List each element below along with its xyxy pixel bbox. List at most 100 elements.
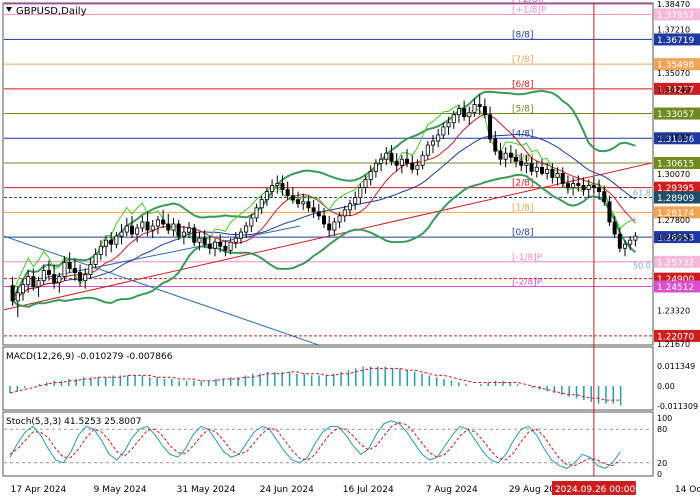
- candle-body: [83, 274, 88, 282]
- time-marker-label: 2024.09.26 00:00: [555, 485, 636, 495]
- fib-level-label: 50.0: [633, 262, 651, 271]
- price-tick-label: 1.23320: [657, 307, 690, 316]
- macd-panel-frame: [2, 346, 654, 411]
- candle-body: [197, 237, 202, 243]
- candle-body: [332, 221, 337, 231]
- price-tick-label: 1.26963: [657, 233, 690, 242]
- murrey-level-label: [7/8]: [512, 55, 534, 65]
- macd-plot[interactable]: 0.011349 0.00 -0.011309: [9, 362, 698, 411]
- candle-body: [166, 223, 171, 231]
- price-label-bg: [654, 132, 700, 145]
- murrey-level-label: [1/8]: [512, 203, 534, 213]
- candle-body: [181, 231, 186, 237]
- candle-body: [93, 253, 98, 265]
- candle-body: [129, 225, 134, 235]
- candle-body: [171, 223, 176, 231]
- macd-signal-line: [9, 367, 621, 401]
- candle-body: [456, 108, 461, 116]
- candle-body: [529, 162, 534, 172]
- candle-body: [233, 237, 238, 243]
- price-label-bg: [654, 33, 700, 46]
- price-label: 1.28174: [657, 209, 694, 219]
- candle-body: [353, 197, 358, 205]
- candle-body: [306, 201, 311, 209]
- candle-body: [586, 185, 591, 190]
- candle-body: [545, 168, 550, 174]
- candle-body: [223, 245, 228, 251]
- time-axis: 17 Apr 2024 9 May 2024 31 May 2024 24 Jun 2…: [11, 481, 700, 495]
- chevron-down-icon[interactable]: [6, 7, 12, 12]
- price-label-bg: [654, 231, 700, 244]
- candle-body: [218, 241, 223, 247]
- price-tick-label: 1.27800: [657, 216, 690, 225]
- price-label-bg: [654, 82, 700, 95]
- candle-body: [623, 243, 628, 249]
- price-label: 1.31836: [657, 135, 694, 145]
- candle-body: [46, 270, 51, 275]
- price-label-bg: [654, 191, 700, 204]
- time-tick-label: 29 Aug 2024: [509, 485, 567, 495]
- price-label: 1.28909: [657, 194, 694, 204]
- candle-body: [576, 183, 581, 186]
- candle-body: [254, 207, 259, 219]
- candle-body: [161, 219, 166, 225]
- time-tick-label: 9 May 2024: [94, 485, 147, 495]
- stochastic-plot[interactable]: 100 80 20 0: [4, 414, 672, 479]
- candle-body: [488, 114, 493, 140]
- price-label-bg: [654, 8, 700, 21]
- candle-body: [410, 162, 415, 170]
- murrey-level-label: [2/8]: [512, 179, 534, 189]
- candle-body: [363, 179, 368, 188]
- time-tick-label: 31 May 2024: [177, 485, 236, 495]
- candle-body: [213, 241, 218, 249]
- candle-body: [259, 199, 264, 209]
- candle-body: [477, 104, 482, 108]
- stoch-tick-label: 0: [657, 470, 662, 479]
- candle-body: [98, 245, 103, 255]
- candle-body: [67, 262, 72, 269]
- candle-body: [36, 280, 41, 288]
- candle-body: [472, 104, 477, 114]
- candle-body: [342, 209, 347, 217]
- candle-body: [114, 235, 119, 245]
- candle-body: [10, 285, 15, 302]
- trend-line: [39, 225, 301, 280]
- candle-body: [109, 239, 114, 245]
- candle-body: [155, 219, 160, 227]
- candle-body: [524, 162, 529, 166]
- candle-body: [124, 225, 129, 233]
- price-label: 1.37957: [657, 11, 694, 21]
- price-label: 1.29395: [657, 184, 694, 194]
- candle-body: [446, 122, 451, 128]
- price-label: 1.26953: [657, 234, 694, 244]
- murrey-level-label: [3/8]: [512, 154, 534, 164]
- price-label: 1.25732: [657, 258, 694, 268]
- candle-body: [415, 164, 420, 170]
- candle-body: [327, 223, 332, 231]
- price-plot[interactable]: [+2/8]P[+1/8]P[8/8][7/8][6/8][5/8][4/8][…: [3, 0, 700, 476]
- candle-body: [591, 185, 596, 188]
- candle-body: [207, 243, 212, 249]
- candle-body: [514, 156, 519, 162]
- candle-body: [539, 166, 544, 174]
- price-axis: 1.37957 1.36719 1.35498 1.34277 1.33057 1.318…: [654, 0, 700, 349]
- candle-body: [72, 268, 77, 273]
- price-label: 1.34277: [657, 85, 694, 95]
- candle-body: [176, 223, 181, 237]
- price-tick-label: 1.37210: [657, 26, 690, 35]
- candle-body: [467, 112, 472, 118]
- macd-title: MACD(12,26,9) -0.010279 -0.007866: [6, 352, 173, 362]
- candle-body: [264, 191, 269, 201]
- candle-body: [88, 264, 93, 275]
- candle-body: [617, 233, 622, 249]
- price-label-bg: [654, 58, 700, 71]
- time-tick-label: 7 Aug 2024: [426, 485, 478, 495]
- candle-body: [597, 187, 602, 193]
- trend-line: [3, 235, 321, 346]
- candle-body: [135, 227, 140, 235]
- candle-body: [633, 235, 638, 241]
- stoch-k-line: [9, 420, 621, 469]
- candle-body: [52, 274, 57, 284]
- candle-body: [202, 237, 207, 245]
